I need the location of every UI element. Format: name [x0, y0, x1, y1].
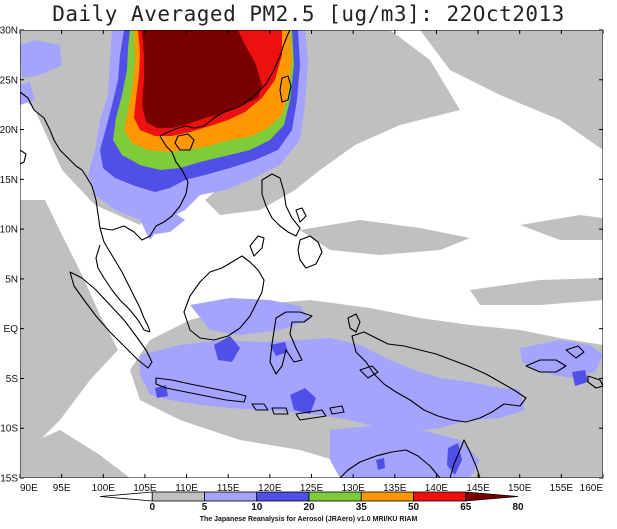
- lat-label: 25N: [0, 75, 18, 86]
- lon-label: 125E: [300, 483, 324, 494]
- lon-label: 95E: [53, 483, 71, 494]
- colorbar-swatch: [360, 491, 414, 502]
- lon-label: 155E: [550, 483, 574, 494]
- map-title: Daily Averaged PM2.5 [ug/m3]: 22Oct2013: [52, 2, 565, 26]
- lon-label: 100E: [92, 483, 116, 494]
- longitude-labels: 90E 95E 100E 105E 110E 115E 120E 125E 130E 135E 14…: [20, 483, 603, 494]
- lat-label: 15S: [0, 474, 18, 485]
- lat-label: EQ: [4, 324, 19, 335]
- lat-label: 10S: [0, 424, 18, 435]
- colorbar-label: 0: [149, 502, 155, 513]
- lon-label: 110E: [175, 483, 198, 494]
- colorbar-label: 50: [408, 502, 420, 513]
- latitude-labels: 30N 25N 20N 15N 10N 5N EQ 5S 10S 15S: [0, 26, 18, 485]
- lon-label: 140E: [425, 483, 449, 494]
- lon-label: 120E: [258, 483, 282, 494]
- lon-label: 160E: [580, 483, 604, 494]
- lon-label: 105E: [133, 483, 157, 494]
- lat-label: 30N: [0, 26, 18, 37]
- colorbar-label: 5: [202, 502, 208, 513]
- colorbar-swatch: [465, 491, 519, 502]
- colorbar-label: 35: [356, 502, 368, 513]
- colorbar-swatch: [413, 491, 467, 502]
- lon-label: 130E: [341, 483, 365, 494]
- lat-label: 5S: [6, 374, 19, 385]
- lon-label: 90E: [20, 483, 38, 494]
- colorbar-label: 20: [303, 502, 315, 513]
- lat-label: 15N: [0, 175, 18, 186]
- colorbar-label: 80: [512, 502, 524, 513]
- pm-band-darkred: [142, 30, 262, 128]
- axis-ticks: [19, 29, 604, 479]
- lat-label: 5N: [5, 274, 18, 285]
- lon-label: 145E: [466, 483, 490, 494]
- credit-line: The Japanese Reanalysis for Aerosol (JRA…: [199, 516, 418, 523]
- colorbar-swatch: [308, 491, 362, 502]
- colorbar-label: 65: [460, 502, 472, 513]
- lon-label: 135E: [383, 483, 407, 494]
- colorbar-swatch: [256, 491, 310, 502]
- coastlines: [20, 30, 603, 478]
- colorbar: [99, 491, 519, 502]
- colorbar-label: 10: [251, 502, 263, 513]
- lon-label: 115E: [217, 483, 240, 494]
- colorbar-labels: 0 5 10 20 35 50 65 80: [149, 502, 524, 513]
- lon-label: 150E: [508, 483, 532, 494]
- colorbar-swatch: [151, 491, 205, 502]
- colorbar-swatch: [204, 491, 258, 502]
- lat-label: 20N: [0, 125, 18, 136]
- lat-label: 10N: [0, 225, 18, 236]
